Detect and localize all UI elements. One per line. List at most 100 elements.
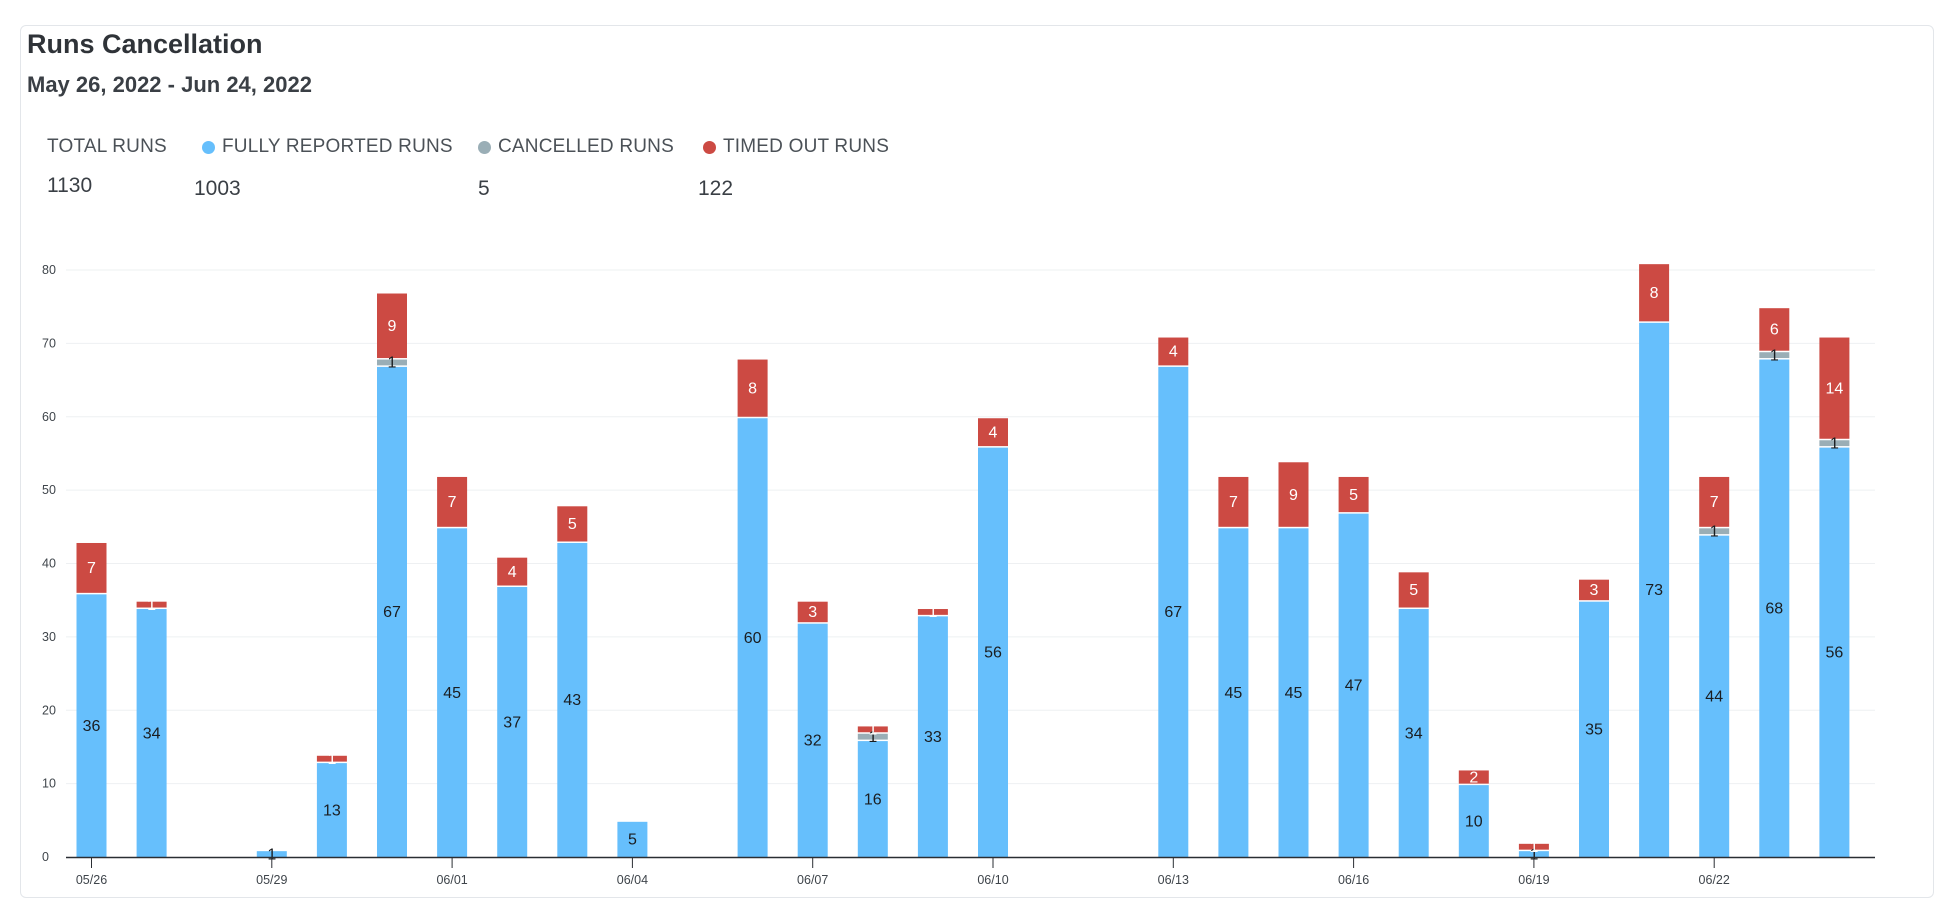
bar-value-label: 9 xyxy=(1289,487,1298,504)
stat-label: FULLY REPORTED RUNS xyxy=(202,136,453,158)
bar-value-label: 5 xyxy=(568,516,577,533)
stat-label-text: CANCELLED RUNS xyxy=(498,136,674,157)
bar-segment xyxy=(1338,513,1369,857)
y-tick-label: 10 xyxy=(42,777,56,791)
bar-segment xyxy=(1338,476,1369,513)
bar-segment xyxy=(1458,770,1489,784)
stat-value: 1130 xyxy=(47,174,93,197)
bar-value-label: 1 xyxy=(147,597,156,614)
bar-value-label: 9 xyxy=(388,318,397,335)
x-tick-label: 06/01 xyxy=(436,873,467,887)
bar-value-label: 37 xyxy=(503,714,521,731)
bar-value-label: 10 xyxy=(1465,813,1483,830)
bar-value-label: 1 xyxy=(327,751,336,768)
bar-segment xyxy=(1398,572,1429,608)
stat-value: 1003 xyxy=(194,177,241,200)
bar-value-label: 35 xyxy=(1585,722,1603,739)
stat-label-text: TOTAL RUNS xyxy=(47,136,167,157)
x-tick-label: 05/29 xyxy=(256,873,287,887)
x-tick-label: 06/07 xyxy=(797,873,828,887)
y-tick-label: 0 xyxy=(42,850,49,864)
bar-segment xyxy=(437,476,468,527)
stat-cancelled-runs: CANCELLED RUNS 5 xyxy=(478,136,674,200)
bar-value-label: 4 xyxy=(989,424,998,441)
bar-value-label: 36 xyxy=(83,718,101,735)
y-tick-label: 20 xyxy=(42,703,56,717)
bar-segment xyxy=(497,587,528,857)
stat-value: 5 xyxy=(478,177,490,200)
bar-value-label: 34 xyxy=(143,725,161,742)
bar-value-label: 68 xyxy=(1765,601,1783,618)
bar-segment xyxy=(1158,366,1189,857)
bar-value-label: 3 xyxy=(1590,582,1599,599)
bar-value-label: 6 xyxy=(1770,322,1779,339)
bar-segment xyxy=(1518,851,1549,857)
bar-value-label: 1 xyxy=(868,722,877,739)
bar-segment xyxy=(1639,264,1670,322)
bar-segment xyxy=(1759,308,1790,351)
bar-segment xyxy=(857,741,888,857)
bar-value-label: 45 xyxy=(1225,685,1243,702)
bar-segment xyxy=(557,506,588,542)
bar-value-label: 1 xyxy=(868,729,877,746)
bar-value-label: 56 xyxy=(984,645,1002,662)
bar-value-label: 2 xyxy=(1469,769,1478,786)
bar-segment xyxy=(1639,322,1670,857)
bar-segment xyxy=(737,359,768,417)
bar-value-label: 47 xyxy=(1345,678,1363,695)
bar-segment xyxy=(136,601,167,608)
bar-value-label: 33 xyxy=(924,729,942,746)
bar-value-label: 73 xyxy=(1645,582,1663,599)
bar-segment xyxy=(797,623,828,857)
bar-segment xyxy=(557,542,588,857)
y-tick-label: 50 xyxy=(42,483,56,497)
bar-value-label: 34 xyxy=(1405,725,1423,742)
legend-dot-icon xyxy=(703,140,716,154)
bar-value-label: 16 xyxy=(864,791,882,808)
x-tick-label: 05/26 xyxy=(76,873,107,887)
x-tick-label: 06/04 xyxy=(617,873,648,887)
bar-segment xyxy=(1759,352,1790,359)
stat-label-text: TIMED OUT RUNS xyxy=(723,136,890,157)
bar-value-label: 7 xyxy=(1229,494,1238,511)
stat-total-runs: TOTAL RUNS 1130 xyxy=(47,136,167,197)
bar-segment xyxy=(1518,843,1549,850)
bar-segment xyxy=(1579,601,1609,857)
bar-value-label: 45 xyxy=(1285,685,1303,702)
chart-card xyxy=(20,25,1934,898)
bar-segment xyxy=(917,609,948,615)
stat-label: TIMED OUT RUNS xyxy=(703,136,889,158)
bar-segment xyxy=(1218,476,1249,527)
bar-value-label: 5 xyxy=(1409,582,1418,599)
bar-segment xyxy=(857,726,888,733)
bar-segment xyxy=(978,418,1008,447)
bar-value-label: 56 xyxy=(1826,645,1844,662)
bar-value-label: 67 xyxy=(383,604,401,621)
y-tick-label: 70 xyxy=(42,336,56,350)
bar-value-label: 60 xyxy=(744,630,762,647)
bar-value-label: 1 xyxy=(1770,347,1779,364)
bar-segment xyxy=(437,528,468,857)
bar-segment xyxy=(917,616,948,857)
bar-segment xyxy=(316,763,347,857)
x-tick-label: 06/13 xyxy=(1158,873,1189,887)
bar-value-label: 14 xyxy=(1826,380,1844,397)
bar-segment xyxy=(1278,528,1309,857)
bar-value-label: 1 xyxy=(1710,523,1719,540)
bar-segment xyxy=(256,851,287,857)
x-tick-label: 06/10 xyxy=(977,873,1008,887)
y-tick-label: 30 xyxy=(42,630,56,644)
bar-segment xyxy=(1819,337,1850,439)
bar-value-label: 1 xyxy=(388,355,397,372)
bar-value-label: 1 xyxy=(928,604,937,621)
bar-segment xyxy=(857,733,888,740)
bar-segment xyxy=(1158,337,1189,366)
bar-value-label: 7 xyxy=(1710,494,1719,511)
bar-segment xyxy=(1819,440,1850,447)
bar-segment xyxy=(1218,528,1249,857)
stat-label: TOTAL RUNS xyxy=(47,136,167,158)
bar-segment xyxy=(76,542,107,593)
x-tick-label: 06/22 xyxy=(1699,873,1730,887)
bar-value-label: 13 xyxy=(323,802,341,819)
